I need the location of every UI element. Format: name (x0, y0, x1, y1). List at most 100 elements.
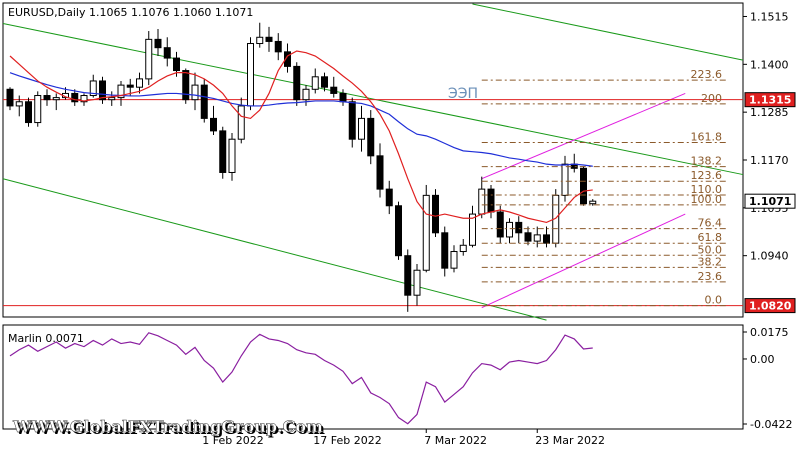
candle-bear (219, 130, 227, 173)
y-axis-label: 1.1170 (750, 154, 789, 167)
x-axis-label: 7 Mar 2022 (424, 434, 487, 447)
candle-bull (52, 97, 60, 101)
candle-bear (395, 205, 402, 257)
price-tag-level: 1.1315 (749, 94, 791, 107)
candle-bear (524, 232, 532, 242)
fib-level-label: 0.0 (705, 294, 723, 307)
y-axis-label: 1.1400 (750, 58, 789, 71)
fib-level-label: 23.6 (698, 270, 723, 283)
candle-bear (441, 232, 449, 269)
chart-annotation: ЭЭП (448, 86, 478, 102)
main-panel (2, 2, 744, 318)
candle-bull (256, 36, 264, 45)
candle-bull (191, 84, 199, 101)
candle-bull (589, 200, 597, 205)
candle-bull (80, 95, 88, 103)
candle-bear (348, 101, 356, 140)
indicator-label: Marlin 0.0071 (8, 332, 84, 345)
x-axis-label: 17 Feb 2022 (313, 434, 381, 447)
candle-bull (358, 117, 365, 140)
y-axis-label: 1.1515 (750, 10, 789, 23)
channel-line-lower (2, 178, 547, 321)
fib-level-label: 38.2 (698, 255, 723, 268)
candle-bear (543, 234, 550, 244)
candle-bear (200, 84, 208, 119)
candle-bull (450, 251, 458, 269)
channel-line-upper-mid (2, 23, 744, 176)
candle-bull (533, 234, 541, 242)
fib-level-label: 110.0 (691, 183, 723, 196)
magenta-channel-upper (481, 92, 686, 180)
candle-bear (330, 86, 338, 94)
candle-bear (43, 95, 51, 101)
candle-bull (311, 76, 319, 90)
y-axis-label: 1.0940 (750, 250, 789, 263)
moving-average-red (9, 50, 593, 224)
indicator-y-label: 0.00 (750, 353, 775, 366)
candle-bear (154, 38, 162, 49)
fib-level-label: 161.8 (691, 131, 723, 144)
x-axis-label: 23 Mar 2022 (535, 434, 605, 447)
candle-bear (385, 188, 393, 207)
fib-level-label: 123.6 (691, 169, 723, 182)
candle-bull (108, 97, 116, 101)
candle-bear (265, 36, 273, 42)
price-tag-level-box (744, 92, 796, 108)
candle-bull (15, 101, 23, 107)
fib-level-label: 61.8 (698, 231, 723, 244)
candle-bear (376, 155, 384, 190)
candle-bull (459, 244, 467, 253)
indicator-y-label: 0.0175 (750, 326, 789, 339)
candle-bull (506, 221, 513, 238)
candle-bear (25, 101, 32, 124)
candle-bear (210, 117, 217, 132)
x-axis-label: 1 Feb 2022 (202, 434, 263, 447)
price-tag-level: 1.0820 (749, 300, 792, 313)
indicator-y-label: -0.0422 (750, 418, 792, 431)
price-tag-current-box (744, 193, 796, 209)
candle-bear (182, 70, 190, 101)
price-tag-current: 1.1071 (749, 195, 791, 208)
candle-bull (237, 105, 245, 140)
candle-bear (367, 117, 375, 157)
symbol-header: EURUSD,Daily 1.1065 1.1076 1.1060 1.1071 (8, 6, 253, 19)
marlin-oscillator-line (9, 332, 593, 425)
candle-bear (580, 167, 587, 205)
candle-bear (173, 57, 180, 72)
fib-level-label: 223.6 (691, 68, 723, 81)
fib-level-label: 76.4 (698, 217, 723, 230)
candle-bear (432, 194, 439, 234)
magenta-channel-lower (481, 213, 686, 309)
fib-level-label: 50.0 (698, 243, 723, 256)
candle-bull (117, 84, 125, 99)
candle-bull (89, 80, 97, 97)
candle-bear (274, 40, 282, 53)
candle-bear (321, 76, 328, 88)
watermark-text: WWW.GlobalFXTradingGroup.Com (12, 417, 323, 436)
candle-bull (422, 194, 430, 271)
candle-bear (99, 80, 106, 101)
fib-level-label: 100.0 (691, 193, 723, 206)
candle-bear (284, 51, 291, 67)
watermark-shadow: WWW.GlobalFXTradingGroup.Com (14, 419, 325, 438)
candle-bear (339, 92, 347, 103)
candle-bear (496, 211, 504, 238)
candle-bear (515, 221, 523, 234)
candle-bull (413, 269, 421, 296)
moving-average-blue (9, 72, 593, 167)
candle-bull (469, 213, 476, 246)
candle-bull (34, 95, 42, 124)
candle-bear (293, 65, 301, 101)
candle-bull (247, 43, 254, 107)
candle-bull (561, 163, 569, 196)
candle-bear (126, 84, 134, 88)
fib-level-label: 138.2 (691, 155, 723, 168)
candle-bull (136, 78, 143, 88)
candle-bear (404, 255, 412, 296)
price-tag-level-box (744, 298, 796, 314)
candle-bull (228, 138, 236, 173)
candle-bull (145, 38, 153, 80)
candle-bear (6, 88, 14, 107)
candle-bull (478, 188, 486, 215)
